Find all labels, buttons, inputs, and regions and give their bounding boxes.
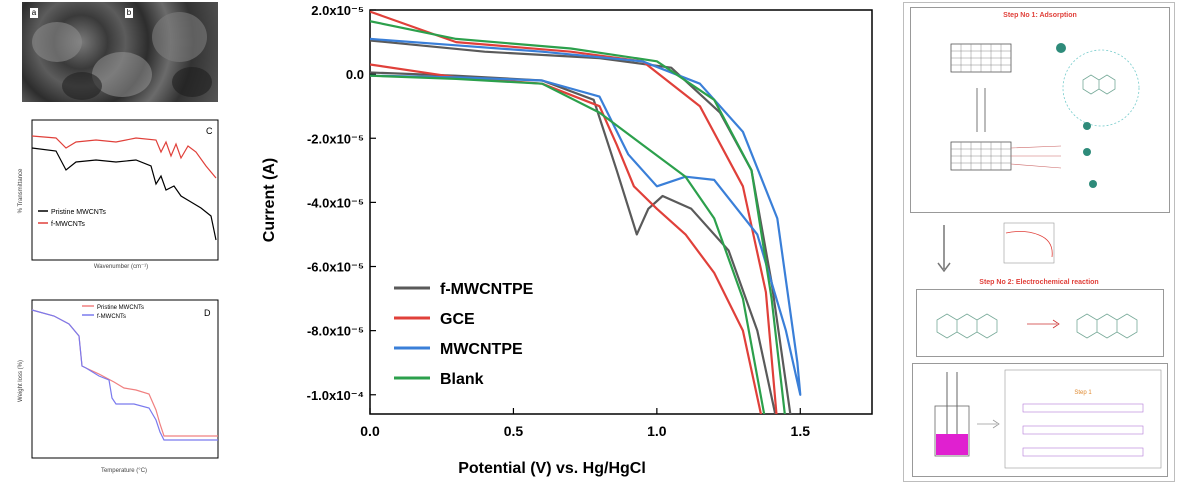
step1-box: Step No 1: Adsorption bbox=[910, 7, 1170, 213]
tga-chart: D Pristine MWCNTs f-MWCNTs Temperature (… bbox=[18, 299, 219, 474]
adsorbate-dot-3 bbox=[1083, 148, 1091, 156]
cv-ytick-label: 0.0 bbox=[346, 67, 364, 82]
procedure-frame bbox=[1004, 369, 1162, 469]
binding-lines bbox=[1010, 145, 1062, 169]
ftir-chart: C Pristine MWCNTs f-MWCNTs Wavenumber (c… bbox=[18, 119, 219, 270]
ftir-line-pristine bbox=[31, 147, 217, 241]
adsorbate-dot-2 bbox=[1083, 122, 1091, 130]
cv-ytick-label: -4.0x10⁻⁵ bbox=[307, 195, 364, 210]
mini-cv-curve bbox=[1005, 231, 1053, 258]
cv-ytick-label: -6.0x10⁻⁵ bbox=[307, 260, 364, 275]
reactant-molecule bbox=[936, 313, 998, 339]
reaction-arrow bbox=[1027, 319, 1060, 329]
cv-xtick-label: 0.5 bbox=[504, 423, 524, 439]
down-arrow bbox=[937, 225, 951, 273]
cv-xtick-label: 1.5 bbox=[791, 423, 811, 439]
tga-line-f bbox=[31, 309, 218, 441]
procedure-box-3 bbox=[1022, 447, 1144, 457]
procedure-box-1 bbox=[1022, 403, 1144, 413]
step3-box: Step 1 bbox=[912, 363, 1168, 477]
beaker-solution bbox=[936, 434, 968, 455]
product-molecule bbox=[1076, 313, 1138, 339]
mechanism-scheme: a Step No 1: Adsorption Step No 2: Elect… bbox=[903, 2, 1175, 482]
step2-box bbox=[916, 289, 1164, 357]
ftir-line-f-mwcnts bbox=[31, 135, 217, 179]
nanotube-top-lattice bbox=[951, 44, 1011, 72]
tga-legend-f: f-MWCNTs bbox=[97, 314, 126, 320]
cv-legend-label: MWCNTPE bbox=[440, 341, 523, 358]
ftir-xlabel: Wavenumber (cm⁻¹) bbox=[94, 264, 148, 270]
cv-ylabel: Current (A) bbox=[261, 158, 278, 242]
cv-legend-label: f-MWCNTPE bbox=[440, 281, 534, 298]
process-arrows bbox=[976, 88, 986, 132]
sem-label-a: a bbox=[30, 8, 38, 18]
molecule-rings bbox=[1082, 74, 1116, 95]
cv-axes bbox=[369, 9, 873, 415]
cv-tick-labels: 0.0 0.5 1.0 1.5 2.0x10⁻⁵ 0.0 -2.0x10⁻⁵ -4.0x10⁻… bbox=[307, 3, 811, 439]
cv-ytick-label: -1.0x10⁻⁴ bbox=[307, 388, 364, 403]
ftir-panel-label: C bbox=[206, 126, 213, 136]
step3-diagram: Step 1 bbox=[934, 369, 1162, 469]
ftir-legend-pristine: Pristine MWCNTs bbox=[51, 209, 106, 216]
cv-legend-label: GCE bbox=[440, 311, 475, 328]
flow-arrow bbox=[977, 419, 1000, 429]
beaker bbox=[934, 405, 970, 457]
cv-series-mwcntpe bbox=[370, 37, 802, 396]
cv-xtick-label: 0.0 bbox=[360, 423, 380, 439]
sem-image: a b bbox=[22, 2, 218, 102]
cv-legend: f-MWCNTPE GCE MWCNTPE Blank bbox=[394, 281, 534, 388]
mini-cv-diagram bbox=[937, 222, 1055, 273]
ftir-frame bbox=[31, 119, 219, 261]
ftir-ylabel: % Transmittance bbox=[18, 168, 24, 213]
tga-line-pristine bbox=[31, 309, 218, 437]
sem-label-b: b bbox=[125, 8, 133, 18]
tga-xlabel: Temperature (°C) bbox=[101, 468, 147, 474]
tga-legend-pristine: Pristine MWCNTs bbox=[97, 305, 144, 311]
step1-title: Step No 1: Adsorption bbox=[1003, 12, 1077, 19]
cv-legend-label: Blank bbox=[440, 371, 484, 388]
adsorbate-dot-4 bbox=[1089, 180, 1097, 188]
cv-series-gce bbox=[370, 10, 778, 414]
tga-panel-label: D bbox=[204, 308, 211, 318]
cv-plot-frame bbox=[369, 9, 873, 415]
cv-ytick-label: -8.0x10⁻⁵ bbox=[307, 324, 364, 339]
electrodes bbox=[946, 372, 958, 434]
ftir-legend-f: f-MWCNTs bbox=[51, 221, 85, 228]
mini-cv-frame bbox=[1003, 222, 1055, 264]
adsorbate-dot-1 bbox=[1056, 43, 1066, 53]
cv-series bbox=[370, 10, 802, 414]
cv-xtick-label: 1.0 bbox=[647, 423, 667, 439]
molecule-zoom-circle bbox=[1062, 49, 1140, 127]
step2-title: Step No 2: Electrochemical reaction bbox=[979, 279, 1099, 286]
cv-series-blank bbox=[370, 20, 786, 414]
cv-xlabel: Potential (V) vs. Hg/HgCl bbox=[458, 460, 646, 477]
tga-ylabel: Weight loss (%) bbox=[18, 360, 24, 402]
tga-frame bbox=[31, 299, 219, 459]
procedure-step-label: Step 1 bbox=[1074, 390, 1092, 396]
cv-ytick-label: -2.0x10⁻⁵ bbox=[307, 131, 364, 146]
nanotube-bottom-lattice bbox=[951, 142, 1011, 170]
procedure-box-2 bbox=[1022, 425, 1144, 435]
cv-ytick-label: 2.0x10⁻⁵ bbox=[311, 3, 364, 18]
step2-diagram bbox=[936, 313, 1138, 339]
step1-diagram bbox=[950, 43, 1140, 188]
cv-chart: 0.0 0.5 1.0 1.5 2.0x10⁻⁵ 0.0 -2.0x10⁻⁵ -4.0x10⁻… bbox=[261, 3, 873, 477]
